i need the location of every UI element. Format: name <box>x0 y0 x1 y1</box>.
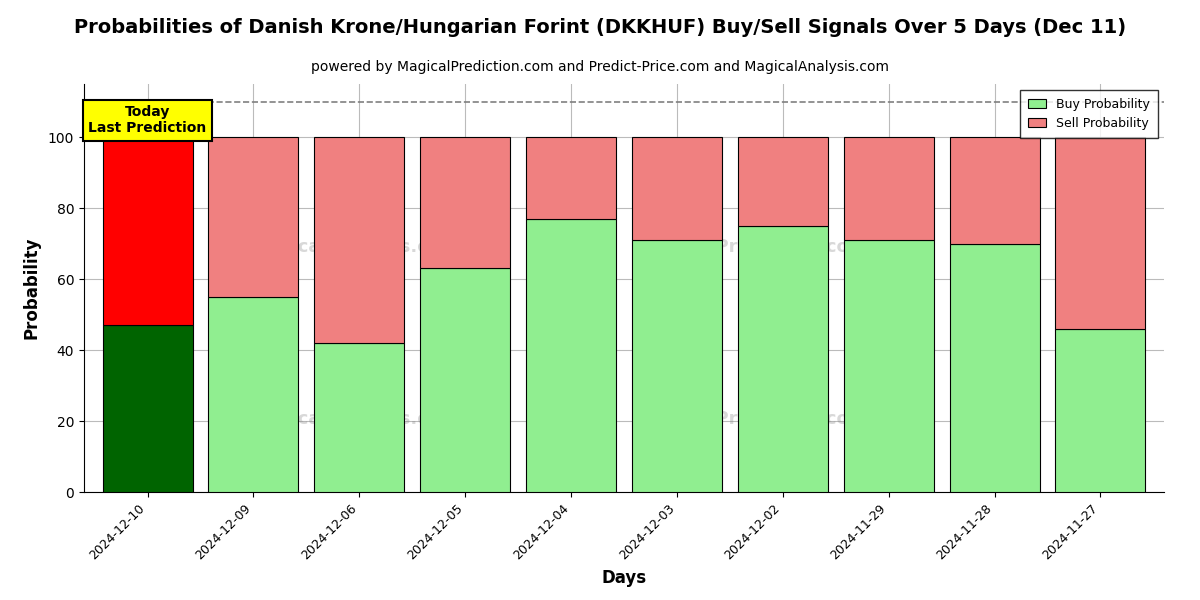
Y-axis label: Probability: Probability <box>23 237 41 339</box>
Bar <box>844 137 934 240</box>
X-axis label: Days: Days <box>601 569 647 587</box>
Text: MagicalAnalysis.com: MagicalAnalysis.com <box>250 410 458 428</box>
Bar <box>314 137 404 343</box>
Bar <box>526 137 616 219</box>
Text: Probabilities of Danish Krone/Hungarian Forint (DKKHUF) Buy/Sell Signals Over 5 : Probabilities of Danish Krone/Hungarian … <box>74 18 1126 37</box>
Text: powered by MagicalPrediction.com and Predict-Price.com and MagicalAnalysis.com: powered by MagicalPrediction.com and Pre… <box>311 60 889 74</box>
Bar <box>632 240 722 492</box>
Bar <box>1056 137 1146 329</box>
Legend: Buy Probability, Sell Probability: Buy Probability, Sell Probability <box>1020 90 1158 137</box>
Bar <box>526 219 616 492</box>
Bar <box>314 343 404 492</box>
Bar <box>420 137 510 268</box>
Text: Today
Last Prediction: Today Last Prediction <box>89 105 206 136</box>
Text: MagicalPrediction.com: MagicalPrediction.com <box>638 410 869 428</box>
Bar <box>209 137 299 297</box>
Bar <box>844 240 934 492</box>
Bar <box>738 226 828 492</box>
Bar <box>102 137 192 325</box>
Bar <box>632 137 722 240</box>
Text: MagicalPrediction.com: MagicalPrediction.com <box>638 238 869 256</box>
Bar <box>1056 329 1146 492</box>
Bar <box>420 268 510 492</box>
Bar <box>949 137 1039 244</box>
Bar <box>209 297 299 492</box>
Bar <box>949 244 1039 492</box>
Bar <box>102 325 192 492</box>
Bar <box>738 137 828 226</box>
Text: MagicalAnalysis.com: MagicalAnalysis.com <box>250 238 458 256</box>
